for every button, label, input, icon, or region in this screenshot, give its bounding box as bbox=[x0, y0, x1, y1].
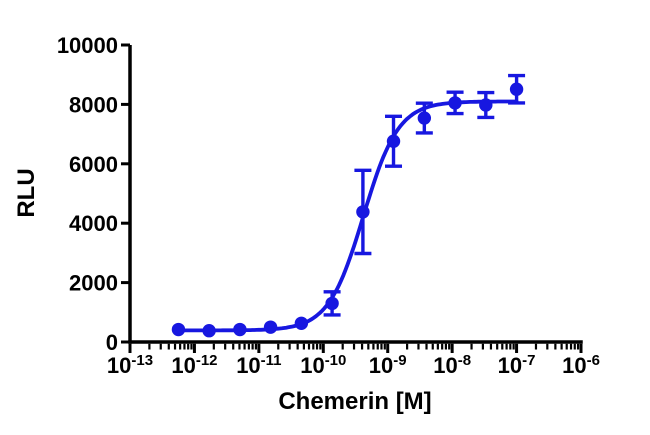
data-point-marker bbox=[233, 322, 247, 337]
data-point-marker bbox=[448, 96, 462, 110]
data-point-marker bbox=[202, 324, 216, 338]
data-point-marker bbox=[171, 322, 186, 337]
data-point-marker bbox=[325, 296, 339, 311]
y-tick-label: 10000 bbox=[57, 33, 118, 58]
x-tick-label: 10-7 bbox=[498, 352, 536, 378]
data-point-marker bbox=[263, 320, 278, 334]
y-axis-title: RLU bbox=[13, 168, 40, 217]
y-tick-label: 0 bbox=[106, 330, 118, 355]
x-tick-label: 10-12 bbox=[171, 352, 217, 378]
data-point-marker bbox=[386, 134, 401, 148]
y-tick-label: 4000 bbox=[69, 211, 118, 236]
x-tick-label: 10-10 bbox=[300, 352, 346, 378]
x-tick-label: 10-8 bbox=[433, 352, 471, 378]
y-tick-label: 2000 bbox=[69, 271, 118, 296]
x-tick-label: 10-6 bbox=[562, 352, 600, 378]
y-tick-label: 8000 bbox=[69, 92, 118, 117]
data-points bbox=[171, 82, 524, 338]
x-tick-label: 10-13 bbox=[107, 352, 153, 378]
x-tick-label: 10-9 bbox=[369, 352, 407, 378]
data-point-marker bbox=[417, 111, 432, 125]
x-tick-label: 10-11 bbox=[236, 352, 281, 378]
y-tick-label: 6000 bbox=[69, 152, 118, 177]
fit-curve bbox=[176, 99, 519, 333]
data-point-marker bbox=[509, 82, 524, 96]
x-axis-title: Chemerin [M] bbox=[278, 388, 431, 415]
data-point-marker bbox=[479, 98, 493, 112]
data-point-marker bbox=[356, 205, 370, 219]
data-point-marker bbox=[294, 316, 309, 330]
fit-curve-path bbox=[176, 99, 519, 333]
axes: 0 2000 4000 6000 8000 10000 10-13 10-12 10-11 10-… bbox=[57, 33, 600, 378]
